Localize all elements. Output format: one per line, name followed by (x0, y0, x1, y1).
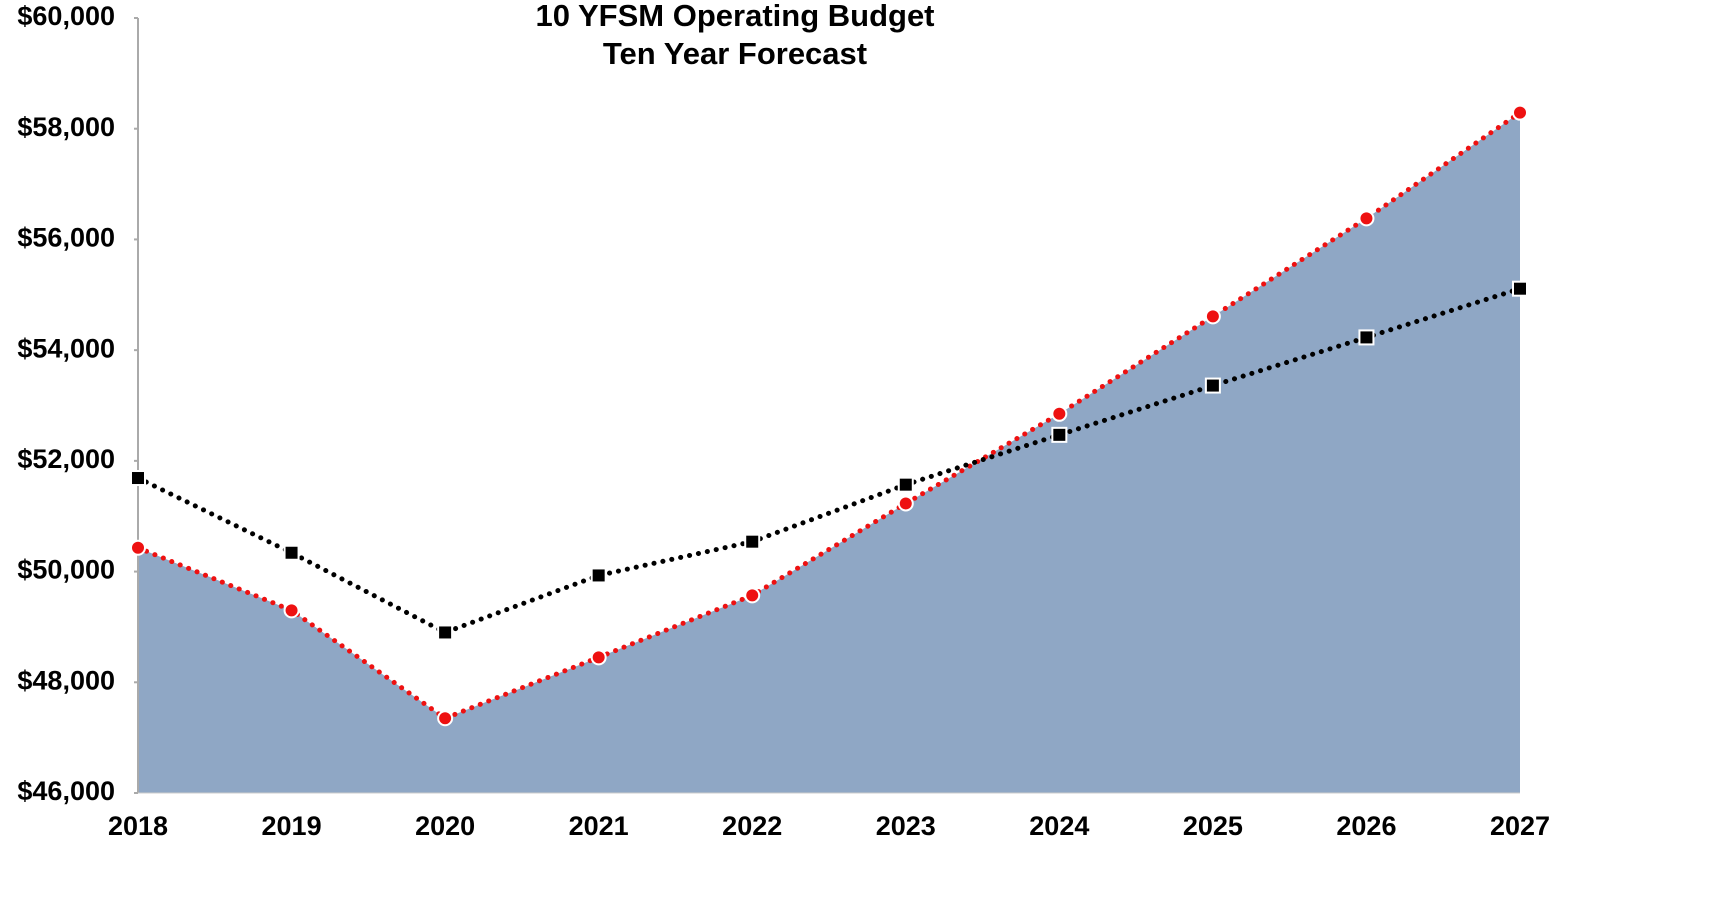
marker (437, 710, 454, 727)
marker (897, 495, 914, 512)
marker (1051, 405, 1068, 422)
line (135, 286, 1523, 636)
marker (283, 602, 300, 619)
x-tick-label: 2018 (108, 811, 168, 841)
marker (590, 567, 607, 584)
area (138, 112, 1520, 794)
y-tick-label: $48,000 (17, 665, 115, 695)
marker (1204, 308, 1221, 325)
x-tick-label: 2024 (1029, 811, 1089, 841)
line (135, 110, 1523, 722)
marker (283, 544, 300, 561)
marker (590, 649, 607, 666)
y-tick-label: $58,000 (17, 112, 115, 142)
marker (1512, 280, 1528, 297)
y-tick-label: $50,000 (17, 555, 115, 585)
y-tick-label: $52,000 (17, 444, 115, 474)
marker (744, 533, 761, 550)
x-tick-label: 2020 (415, 811, 475, 841)
x-tick-label: 2023 (876, 811, 936, 841)
y-tick-label: $60,000 (17, 1, 115, 31)
x-tick-label: 2019 (262, 811, 322, 841)
marker (130, 470, 146, 487)
x-tick-label: 2022 (722, 811, 782, 841)
marker (1358, 210, 1375, 227)
marker (744, 587, 761, 604)
y-tick-label: $46,000 (17, 776, 115, 806)
marker (130, 539, 146, 556)
x-tick-label: 2025 (1183, 811, 1243, 841)
x-tick-label: 2026 (1336, 811, 1396, 841)
chart-title: 10 YFSM Operating Budget (535, 0, 934, 33)
chart-subtitle: Ten Year Forecast (603, 36, 867, 71)
marker (437, 624, 454, 641)
marker (1512, 104, 1528, 121)
x-tick-label: 2021 (569, 811, 629, 841)
y-tick-label: $56,000 (17, 223, 115, 253)
marker (897, 476, 914, 493)
marker (1358, 329, 1375, 346)
marker (1204, 377, 1221, 394)
x-tick-label: 2027 (1490, 811, 1550, 841)
marker (1051, 426, 1068, 443)
y-tick-label: $54,000 (17, 333, 115, 363)
